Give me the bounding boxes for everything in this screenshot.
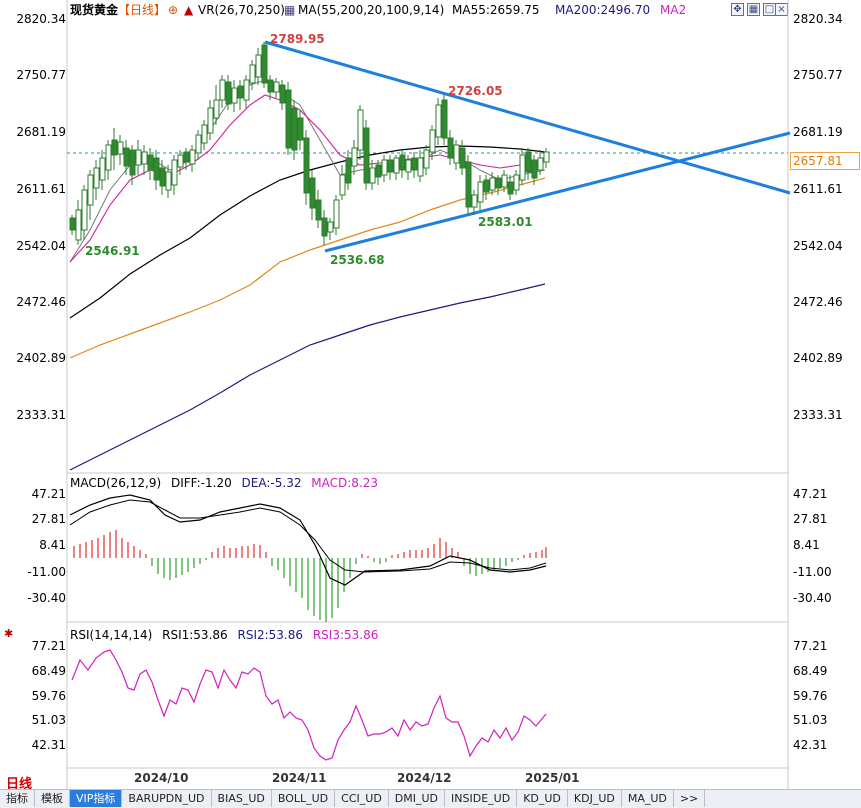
- last-price-tag: 2657.81: [790, 152, 860, 170]
- annotation-low-3: 2583.01: [478, 215, 533, 229]
- candlesticks: [69, 42, 550, 245]
- axis-left-4: 2542.04: [16, 239, 66, 253]
- axis-left-2: 2681.19: [16, 125, 66, 139]
- date-label-0: 2024/10: [134, 771, 189, 785]
- tab-dmi[interactable]: DMI_UD: [389, 790, 446, 807]
- ma-label: MA(55,200,20,100,9,14): [298, 3, 445, 17]
- tab-inside[interactable]: INSIDE_UD: [445, 790, 518, 807]
- expand-icon[interactable]: ✥: [731, 3, 744, 16]
- trendline-upper: [264, 40, 791, 195]
- axis-left-5: 2472.46: [16, 295, 66, 309]
- macd-axis-left-0: 47.21: [31, 487, 66, 501]
- ma-icon: ▦: [284, 3, 296, 17]
- macd-value: MACD:8.23: [311, 476, 379, 490]
- ma2-label: MA2: [660, 3, 687, 17]
- macd-axis-right-4: -30.40: [793, 591, 832, 605]
- period-indicator[interactable]: 日线: [6, 777, 33, 792]
- date-label-1: 2024/11: [272, 771, 327, 785]
- date-label-3: 2025/01: [525, 771, 580, 785]
- rsi-axis-left-0: 77.21: [31, 639, 66, 653]
- axis-right-5: 2472.46: [793, 295, 843, 309]
- period-label[interactable]: 【日线】: [118, 3, 167, 17]
- tab-kd[interactable]: KD_UD: [517, 790, 568, 807]
- macd-diff: DIFF:-1.20: [170, 476, 232, 490]
- tab-indicators[interactable]: 指标: [0, 790, 35, 807]
- annotation-low-1: 2546.91: [85, 244, 140, 258]
- macd-dea-line: [69, 499, 547, 573]
- rsi-axis-right-4: 42.31: [793, 738, 828, 752]
- rsi2-value: RSI2:53.86: [237, 628, 304, 642]
- rsi-axis-right-3: 51.03: [793, 713, 828, 727]
- settings-icon[interactable]: ⊕: [168, 3, 179, 17]
- macd-axis-left-4: -30.40: [27, 591, 66, 605]
- rsi1-value: RSI1:53.86: [162, 628, 228, 642]
- macd-axis-right-2: 8.41: [793, 538, 820, 552]
- axis-right-3: 2611.61: [793, 182, 843, 196]
- annotation-high-2: 2726.05: [448, 84, 503, 98]
- axis-right-1: 2750.77: [793, 68, 843, 82]
- macd-axis-left-2: 8.41: [39, 538, 66, 552]
- tab-kdj[interactable]: KDJ_UD: [568, 790, 622, 807]
- tab-templates[interactable]: 模板: [35, 790, 70, 807]
- trendline-lower: [324, 131, 791, 253]
- ma200-label: MA200:2496.70: [555, 3, 651, 17]
- macd-dea: DEA:-5.32: [241, 476, 302, 490]
- rsi-line: [71, 649, 547, 761]
- rsi-settings-icon[interactable]: ✱: [4, 627, 14, 640]
- macd-title: MACD(26,12,9) DIFF:-1.20 DEA:-5.32 MACD:…: [70, 476, 384, 490]
- axis-right-7: 2333.31: [793, 408, 843, 422]
- rsi-axis-right-2: 59.76: [793, 689, 828, 703]
- macd-axis-right-3: -11.00: [793, 565, 832, 579]
- chart-header: 现货黄金 【日线】 ⊕ ▲ VR(26,70,250) ▦ MA(55,200,…: [0, 0, 861, 20]
- rsi-axis-left-3: 51.03: [31, 713, 66, 727]
- grid-icon[interactable]: ▦: [747, 3, 760, 16]
- axis-right-4: 2542.04: [793, 239, 843, 253]
- tab-ma[interactable]: MA_UD: [622, 790, 674, 807]
- tab-cci[interactable]: CCI_UD: [335, 790, 389, 807]
- axis-left-7: 2333.31: [16, 408, 66, 422]
- macd-axis-right-1: 27.81: [793, 512, 828, 526]
- tab-bias[interactable]: BIAS_UD: [212, 790, 272, 807]
- rsi-axis-left-1: 68.49: [31, 664, 66, 678]
- axis-right-2: 2681.19: [793, 125, 843, 139]
- tab-vip-indicators[interactable]: VIP指标: [70, 790, 123, 807]
- axis-left-0: 2820.34: [16, 12, 66, 26]
- macd-histogram: [73, 530, 547, 622]
- rsi-axis-right-0: 77.21: [793, 639, 828, 653]
- indicator-tab-bar: 指标 模板 VIP指标 BARUPDN_UD BIAS_UD BOLL_UD C…: [0, 789, 861, 808]
- rsi-title: RSI(14,14,14) RSI1:53.86 RSI2:53.86 RSI3…: [70, 628, 384, 642]
- annotation-high-1: 2789.95: [270, 32, 325, 46]
- rsi3-value: RSI3:53.86: [312, 628, 379, 642]
- tab-barupdn[interactable]: BARUPDN_UD: [122, 790, 212, 807]
- annotation-low-2: 2536.68: [330, 253, 385, 267]
- rsi-axis-right-1: 68.49: [793, 664, 828, 678]
- rsi-axis-left-4: 42.31: [31, 738, 66, 752]
- date-label-2: 2024/12: [397, 771, 452, 785]
- tab-more[interactable]: >>: [674, 790, 706, 807]
- macd-axis-right-0: 47.21: [793, 487, 828, 501]
- macd-axis-left-3: -11.00: [27, 565, 66, 579]
- axis-right-6: 2402.89: [793, 351, 843, 365]
- rsi-axis-left-2: 59.76: [31, 689, 66, 703]
- axis-right-0: 2820.34: [793, 12, 843, 26]
- rsi-params: RSI(14,14,14): [70, 628, 153, 642]
- macd-params: MACD(26,12,9): [70, 476, 162, 490]
- instrument-name: 现货黄金: [70, 3, 119, 17]
- ma200-line: [69, 283, 546, 471]
- axis-left-3: 2611.61: [16, 182, 66, 196]
- macd-axis-left-1: 27.81: [31, 512, 66, 526]
- arrow-up-icon: ▲: [184, 3, 194, 17]
- axis-left-6: 2402.89: [16, 351, 66, 365]
- vr-label: VR(26,70,250): [198, 3, 285, 17]
- ma-black-line: [69, 145, 546, 319]
- tab-boll[interactable]: BOLL_UD: [272, 790, 336, 807]
- ma55-label: MA55:2659.75: [452, 3, 540, 17]
- axis-left-1: 2750.77: [16, 68, 66, 82]
